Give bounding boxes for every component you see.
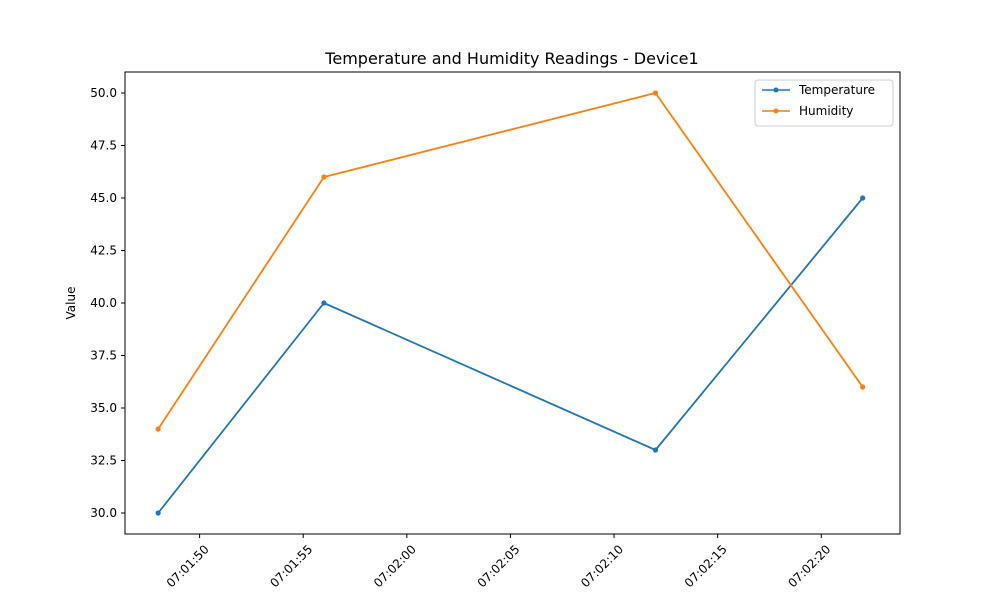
x-tick-label: 07:02:10 xyxy=(578,542,626,590)
x-tick-label: 07:02:00 xyxy=(371,542,419,590)
data-point-temperature xyxy=(321,300,327,306)
legend-humidity-label: Humidity xyxy=(799,104,853,118)
legend-temperature-marker xyxy=(773,87,779,93)
series-line-humidity xyxy=(157,92,864,430)
legend-humidity-marker xyxy=(773,108,779,114)
x-tick-label: 07:01:50 xyxy=(164,542,212,590)
y-tick-label: 50.0 xyxy=(90,86,117,100)
y-tick-label: 32.5 xyxy=(90,454,117,468)
data-point-humidity xyxy=(155,426,161,432)
legend-temperature-label: Temperature xyxy=(798,83,875,97)
y-tick-label: 40.0 xyxy=(90,296,117,310)
data-point-temperature xyxy=(652,447,659,453)
data-point-humidity xyxy=(321,174,327,180)
data-point-temperature xyxy=(860,195,866,201)
y-tick-label: 35.0 xyxy=(90,401,117,415)
y-tick-label: 42.5 xyxy=(90,244,117,258)
series-line-temperature xyxy=(157,197,864,514)
y-axis-label: Value xyxy=(64,287,78,320)
x-tick-label: 07:02:05 xyxy=(475,542,523,590)
data-point-temperature xyxy=(155,510,161,516)
y-tick-label: 30.0 xyxy=(90,506,117,520)
legend-box xyxy=(754,79,894,127)
legend: Temperature Humidity xyxy=(754,79,894,127)
x-tick-label: 07:01:55 xyxy=(267,542,315,590)
y-tick-label: 37.5 xyxy=(90,349,117,363)
y-tick-label: 47.5 xyxy=(90,139,117,153)
y-tick-label: 45.0 xyxy=(90,191,117,205)
data-point-humidity xyxy=(860,384,866,390)
x-tick-label: 07:02:15 xyxy=(682,542,730,590)
data-point-humidity xyxy=(652,90,659,96)
chart-title: Temperature and Humidity Readings - Devi… xyxy=(324,49,698,68)
plot-area: 30.0 32.5 35.0 37.5 40.0 42.5 45.0 47.5 50.0 07:0… xyxy=(90,71,901,590)
x-tick-label: 07:02:20 xyxy=(785,542,833,590)
